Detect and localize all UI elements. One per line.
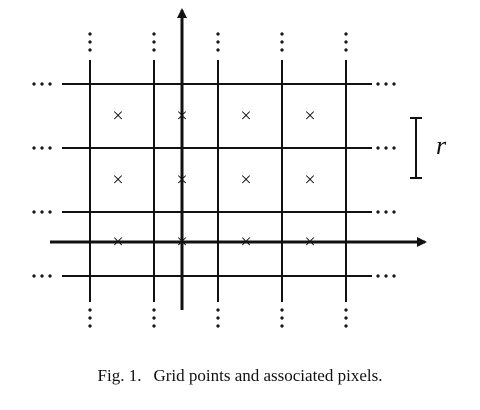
- ellipsis-dot: [32, 274, 36, 278]
- grid-point-marker: ×: [304, 169, 315, 191]
- figure-caption: Fig. 1. Grid points and associated pixels…: [0, 366, 480, 386]
- grid-point-marker: ×: [304, 105, 315, 127]
- ellipsis-dot: [344, 48, 348, 52]
- pixel-size-bracket: [410, 117, 422, 179]
- ellipsis-dot: [32, 146, 36, 150]
- ellipsis-dot: [152, 40, 156, 44]
- grid-lines: [62, 60, 372, 302]
- ellipsis-dot: [88, 48, 92, 52]
- ellipsis-dot: [40, 274, 44, 278]
- ellipsis-dot: [40, 210, 44, 214]
- ellipsis-dot: [280, 48, 284, 52]
- ellipsis-dot: [344, 32, 348, 36]
- ellipsis-dot: [280, 324, 284, 328]
- ellipsis-dot: [344, 316, 348, 320]
- ellipsis-dot: [216, 48, 220, 52]
- ellipsis-dot: [376, 274, 380, 278]
- ellipsis-dot: [152, 316, 156, 320]
- ellipsis-dot: [88, 308, 92, 312]
- ellipsis-dot: [152, 32, 156, 36]
- ellipsis-dot: [152, 48, 156, 52]
- ellipsis-dot: [48, 146, 52, 150]
- ellipsis-dot: [392, 82, 396, 86]
- ellipsis-dot: [280, 316, 284, 320]
- ellipsis-dot: [40, 82, 44, 86]
- ellipsis-dot: [344, 40, 348, 44]
- grid-point-marker: ×: [240, 105, 251, 127]
- ellipsis-dot: [152, 324, 156, 328]
- ellipsis-dot: [376, 210, 380, 214]
- ellipsis-dot: [384, 146, 388, 150]
- ellipsis-dot: [88, 32, 92, 36]
- ellipsis-dot: [88, 40, 92, 44]
- ellipsis-dot: [376, 82, 380, 86]
- ellipsis-dot: [392, 274, 396, 278]
- ellipsis-dot: [280, 40, 284, 44]
- ellipsis-dot: [376, 146, 380, 150]
- caption-label: Fig. 1.: [97, 366, 142, 385]
- grid-diagram: ×××××××××××× r: [32, 8, 447, 328]
- ellipsis-dot: [344, 324, 348, 328]
- grid-point-marker: ×: [240, 169, 251, 191]
- ellipsis-dot: [216, 40, 220, 44]
- caption-text: Grid points and associated pixels.: [153, 366, 383, 385]
- ellipsis-dot: [216, 308, 220, 312]
- ellipsis-dot: [216, 324, 220, 328]
- ellipsis-dot: [48, 82, 52, 86]
- grid-point-marker: ×: [112, 169, 123, 191]
- pixel-size-label-r: r: [436, 131, 447, 160]
- ellipsis-dot: [280, 308, 284, 312]
- ellipsis-dot: [392, 210, 396, 214]
- ellipsis-dot: [32, 82, 36, 86]
- ellipsis-dot: [216, 32, 220, 36]
- ellipsis-dot: [48, 210, 52, 214]
- ellipsis-dot: [384, 82, 388, 86]
- ellipsis-dot: [384, 210, 388, 214]
- ellipsis-dot: [216, 316, 220, 320]
- ellipsis-dot: [88, 324, 92, 328]
- ellipsis-dot: [344, 308, 348, 312]
- ellipsis-dot: [152, 308, 156, 312]
- ellipsis-dot: [40, 146, 44, 150]
- ellipsis-dot: [280, 32, 284, 36]
- ellipsis-dot: [32, 210, 36, 214]
- ellipsis-dot: [48, 274, 52, 278]
- dotted-extensions: [32, 32, 396, 328]
- grid-point-marker: ×: [112, 105, 123, 127]
- ellipsis-dot: [384, 274, 388, 278]
- ellipsis-dot: [392, 146, 396, 150]
- grid-point-markers: ××××××××××××: [112, 105, 315, 253]
- ellipsis-dot: [88, 316, 92, 320]
